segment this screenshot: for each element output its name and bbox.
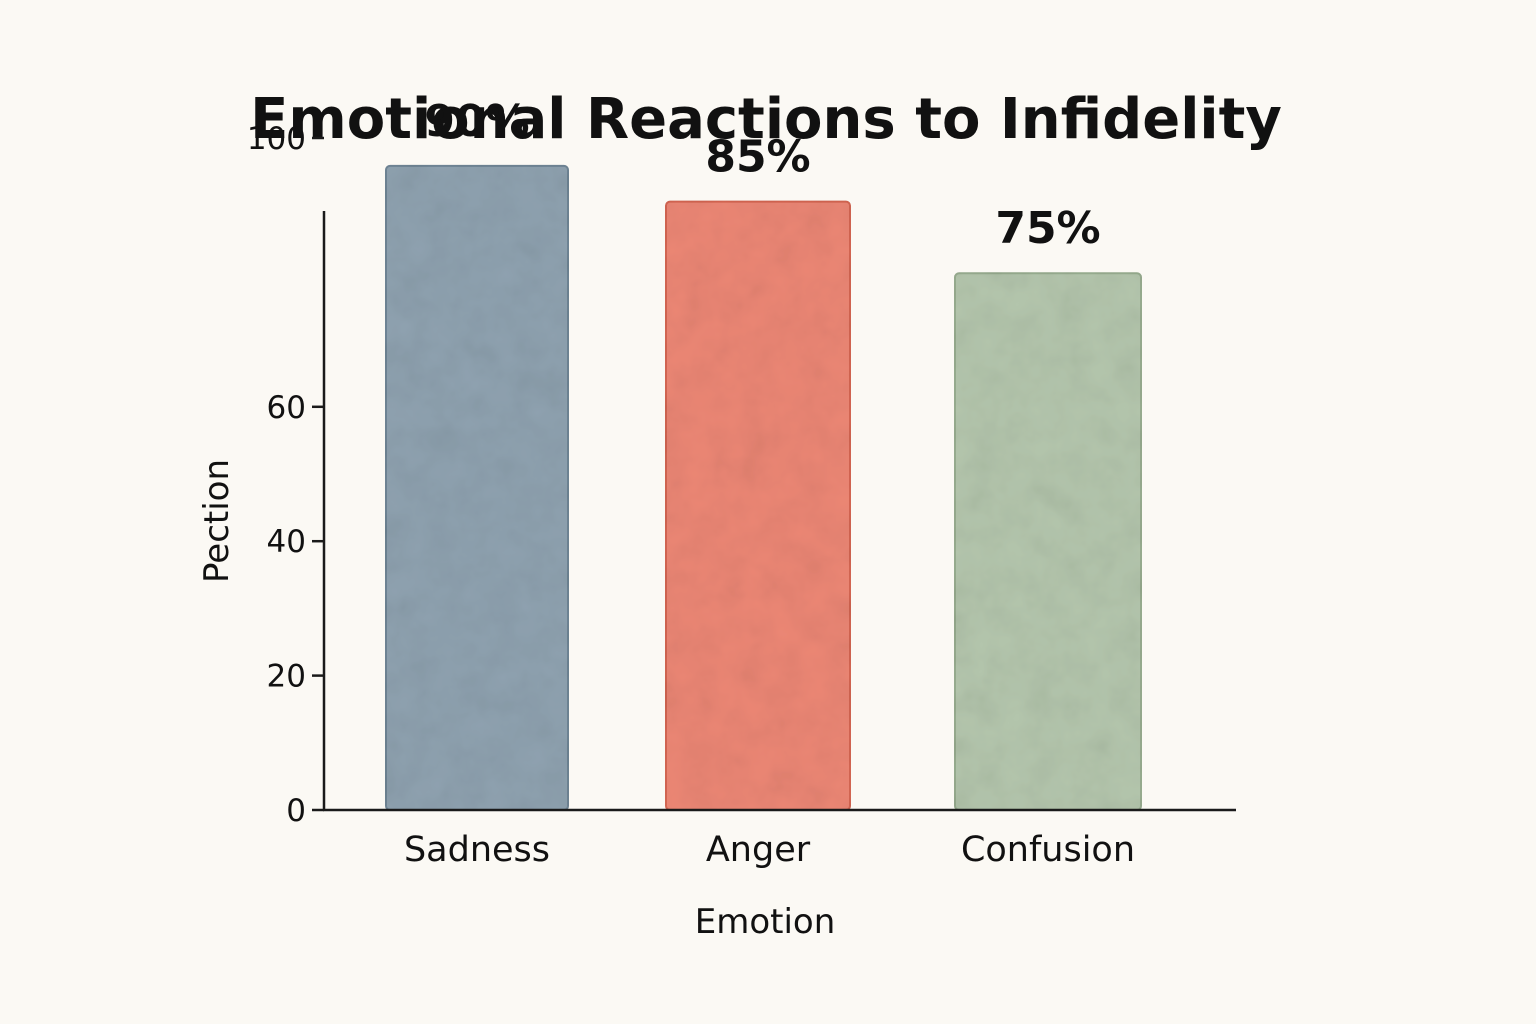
y-tick-label: 100 [247, 121, 306, 157]
bar-confusion [954, 272, 1142, 811]
x-axis-label: Emotion [695, 902, 836, 942]
y-tick-label: 40 [267, 524, 306, 560]
data-labels: 90% 85% 75% [424, 96, 1100, 254]
y-axis-label: Pection [197, 459, 237, 583]
data-label-confusion: 75% [995, 203, 1100, 254]
y-axis-ticks: 0 20 40 60 100 [247, 121, 324, 829]
bar-anger [665, 200, 851, 811]
category-label-anger: Anger [706, 830, 811, 870]
category-label-confusion: Confusion [961, 830, 1135, 870]
data-label-anger: 85% [705, 132, 810, 183]
bar-sadness [385, 164, 569, 811]
category-label-sadness: Sadness [404, 830, 550, 870]
y-tick-label: 60 [267, 390, 306, 426]
chart-title: Emotional Reactions to Infidelity [250, 87, 1282, 152]
data-label-sadness: 90% [424, 96, 529, 147]
bars [385, 164, 1142, 811]
x-axis-category-labels: Sadness Anger Confusion [404, 830, 1135, 870]
y-tick-label: 20 [267, 659, 306, 695]
y-tick-label: 0 [286, 793, 306, 829]
